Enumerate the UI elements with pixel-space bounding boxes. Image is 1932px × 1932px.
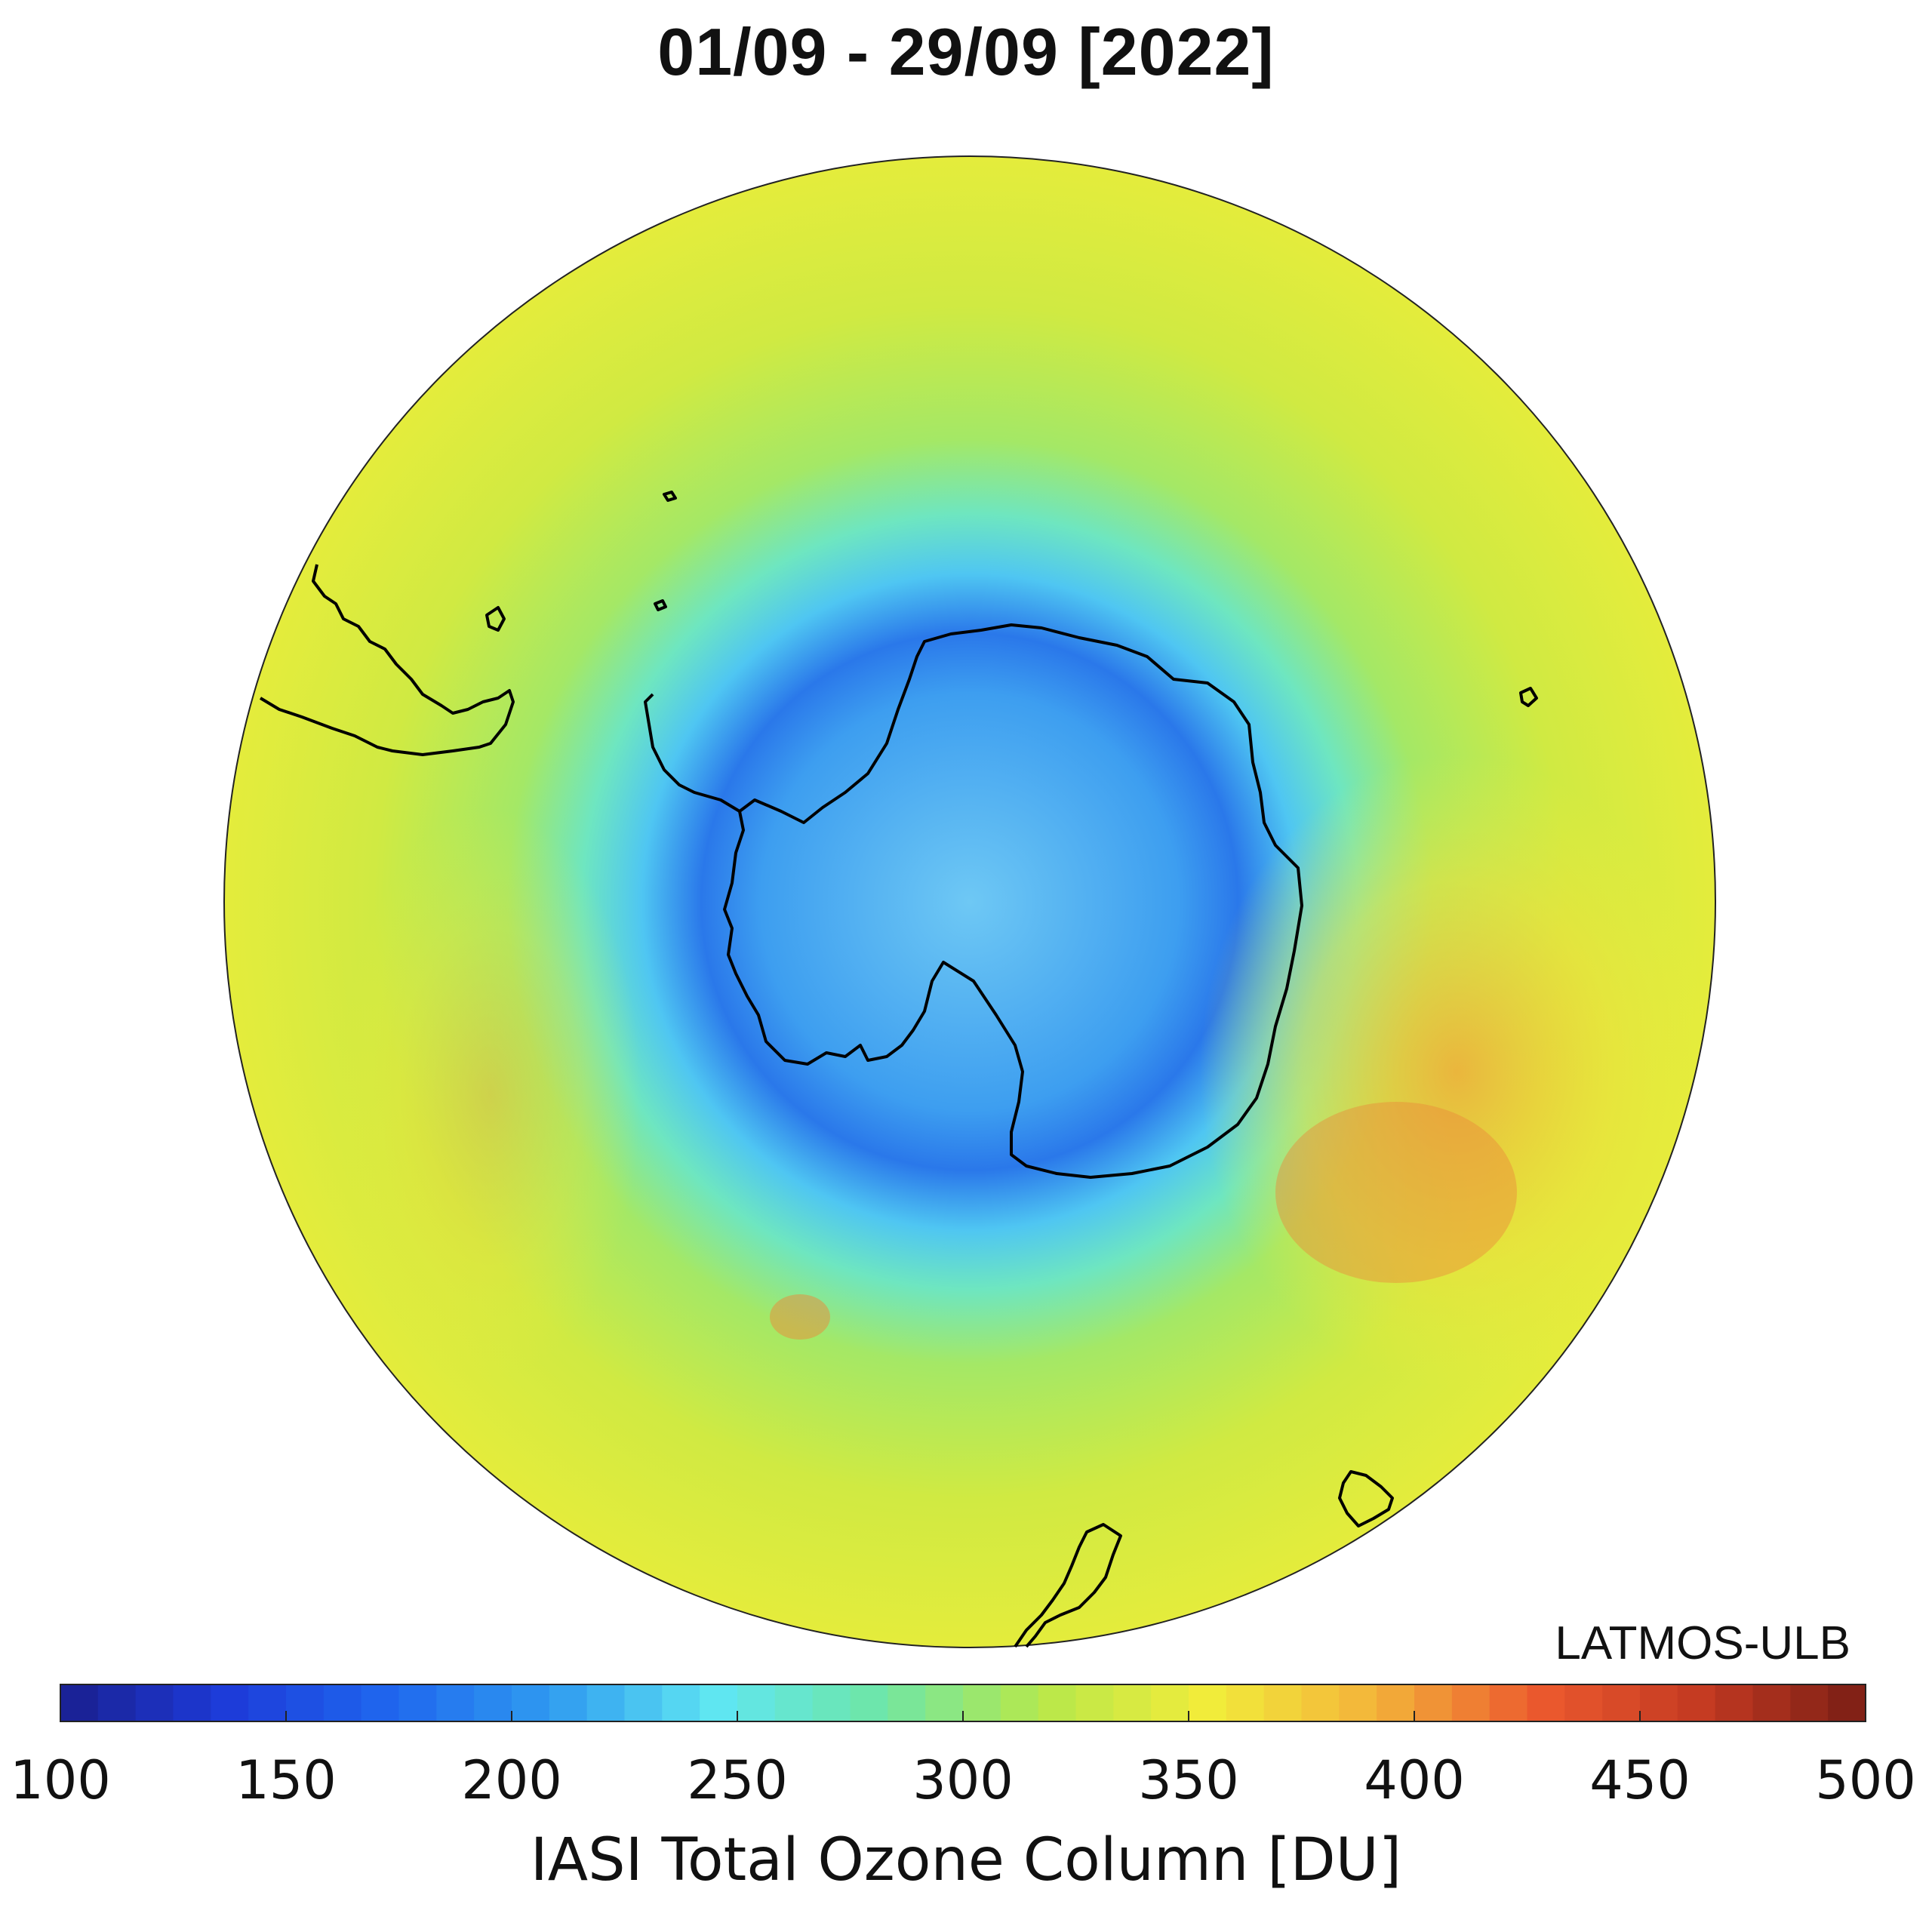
colorbar-tick-label: 100 [10,1749,111,1811]
south-america-coastline [259,564,515,756]
colorbar-segment [1226,1684,1265,1721]
new-zealand-south-island [1014,1523,1122,1648]
colorbar-segment [1527,1684,1565,1721]
colorbar-segment [474,1684,512,1721]
colorbar-tick-label: 350 [1138,1749,1239,1811]
colorbar-segment [286,1684,325,1721]
colorbar-segment [737,1684,776,1721]
colorbar-segment [1000,1684,1039,1721]
colorbar-segment [1414,1684,1453,1721]
colorbar-segment [248,1684,287,1721]
colorbar-segment [135,1684,174,1721]
colorbar-segment [1677,1684,1716,1721]
tasmania [1338,1470,1394,1527]
antarctic-peninsula [644,693,741,813]
colorbar-segment [1263,1684,1303,1721]
colorbar-segment [1301,1684,1340,1721]
map-title: 01/09 - 29/09 [2022] [657,14,1275,89]
colorbar-segment [549,1684,588,1721]
colorbar-segment [1189,1684,1227,1721]
colorbar-segment [1640,1684,1678,1721]
antarctica-coastline [723,623,1303,1179]
colorbar-segment [700,1684,738,1721]
colorbar-segment [662,1684,700,1721]
colorbar-segment [1715,1684,1754,1721]
colorbar-segment [812,1684,851,1721]
colorbar-segment [60,1684,99,1721]
map-boundary [223,155,1716,1648]
colorbar-segment [1113,1684,1152,1721]
colorbar-segment [925,1684,964,1721]
colorbar-segment [774,1684,814,1721]
falkland-islands [485,606,506,632]
colorbar-segment [1752,1684,1791,1721]
colorbar-tick-label: 250 [687,1749,788,1811]
colorbar-tick-label: 400 [1364,1749,1465,1811]
ozone-field [224,156,1715,1647]
colorbar-segment [850,1684,888,1721]
colorbar-segment [586,1684,626,1721]
colorbar-segment [1828,1684,1866,1721]
colorbar-segment [1377,1684,1415,1721]
kerguelen-islands [1519,687,1538,707]
colorbar-segment [1339,1684,1377,1721]
colorbar-segment [1790,1684,1829,1721]
credit-label: LATMOS-ULB [1555,1617,1850,1669]
colorbar-segment [963,1684,1001,1721]
colorbar-segment [436,1684,475,1721]
ozone-maximum-east [1200,755,1713,1389]
coastlines [259,491,1538,1648]
colorbar-segment [1564,1684,1603,1721]
colorbar-tick-label: 450 [1589,1749,1690,1811]
colorbar-segment [512,1684,550,1721]
colorbar-segment [1151,1684,1189,1721]
colorbar-segment [1489,1684,1528,1721]
colorbar-segment [1451,1684,1491,1721]
south-shetland-islands [663,491,677,502]
colorbar-segment [398,1684,437,1721]
colorbar-tick-label: 300 [912,1749,1014,1811]
colorbar-tick-label: 150 [235,1749,337,1811]
colorbar-tick-label: 500 [1815,1749,1916,1811]
ozone-spot [770,1294,830,1340]
colorbar-segments [60,1684,1866,1721]
colorbar-segment [624,1684,663,1721]
colorbar-segment [173,1684,211,1721]
ozone-maximum-west [340,808,641,1381]
colorbar-label: IASI Total Ozone Column [DU] [530,1826,1402,1894]
colorbar-segment [1602,1684,1641,1721]
colorbar-segment [97,1684,137,1721]
south-georgia [654,599,667,611]
colorbar-ticks [285,1711,1641,1721]
colorbar-tick-label: 200 [461,1749,562,1811]
colorbar [60,1684,1866,1722]
colorbar-segment [1075,1684,1114,1721]
colorbar-segment [1038,1684,1077,1721]
colorbar-segment [361,1684,400,1721]
colorbar-segment [211,1684,249,1721]
colorbar-segment [323,1684,362,1721]
colorbar-segment [888,1684,926,1721]
ozone-local-maximum [1275,1102,1517,1283]
